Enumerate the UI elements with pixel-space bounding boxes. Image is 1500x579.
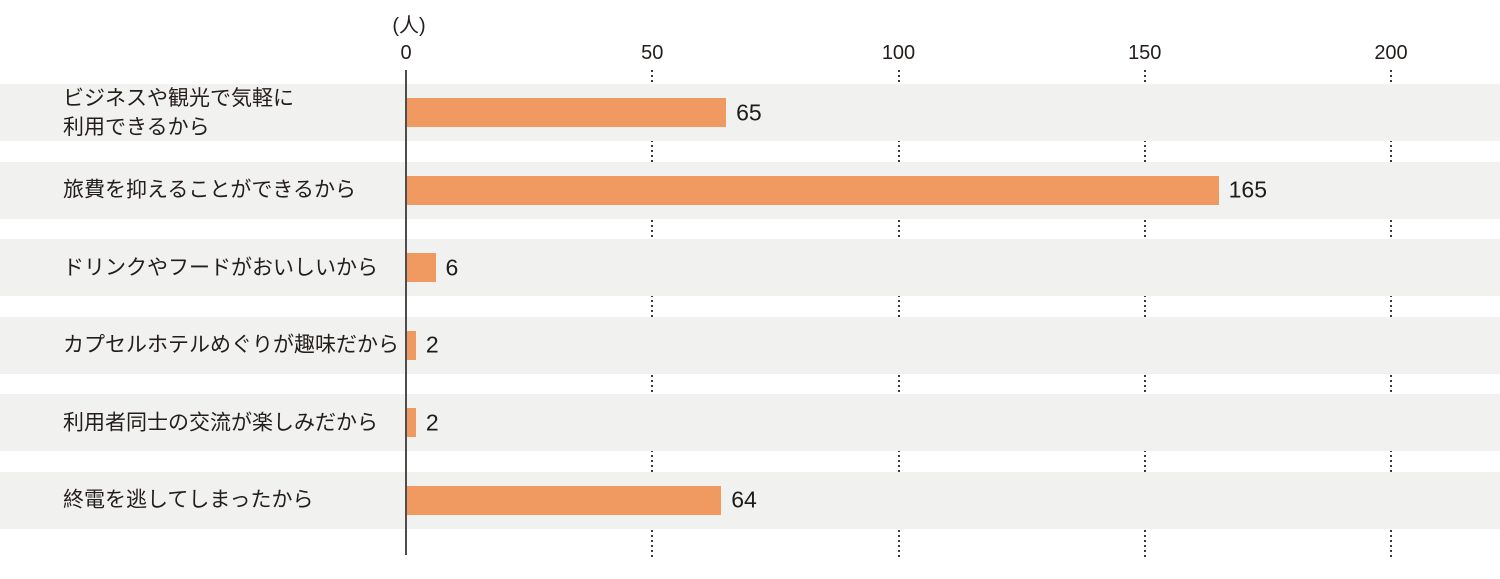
x-axis-tick-label: 0	[400, 42, 412, 64]
gridline	[1143, 70, 1146, 558]
x-axis-tick-label: 50	[641, 42, 664, 64]
bar	[406, 330, 416, 360]
gridline	[897, 70, 900, 558]
gridline	[1390, 70, 1392, 558]
chart-row: ビジネスや観光で気軽に 利用できるから 65	[0, 84, 1500, 141]
bar	[406, 98, 727, 127]
value-label: 2	[425, 331, 439, 358]
x-axis-tick-label: 200	[1374, 42, 1408, 64]
gridline	[651, 70, 654, 558]
chart-row: カプセルホテルめぐりが趣味だから 2	[0, 316, 1500, 374]
chart-row: 利用者同士の交流が楽しみだから 2	[0, 394, 1500, 451]
bar	[406, 408, 416, 437]
y-axis-line	[405, 70, 407, 555]
bar	[406, 485, 722, 515]
value-label: 2	[425, 409, 439, 435]
category-label: 利用者同士の交流が楽しみだから	[63, 411, 378, 434]
value-label: 65	[736, 99, 762, 125]
category-label: 旅費を抑えることができるから	[63, 178, 356, 202]
x-axis-tick-label: 100	[881, 42, 916, 64]
value-label: 64	[731, 486, 757, 513]
bar	[406, 253, 436, 282]
chart-row: 旅費を抑えることができるから 165	[0, 161, 1500, 219]
category-label: 終電を逃してしまったから	[63, 488, 314, 512]
chart-row: 終電を逃してしまったから 64	[0, 471, 1500, 529]
chart-row: ドリンクやフードがおいしいから 6	[0, 239, 1500, 296]
category-label: ドリンクやフードがおいしいから	[63, 256, 378, 279]
value-label: 165	[1228, 176, 1267, 203]
category-label: カプセルホテルめぐりが趣味だから	[63, 333, 399, 357]
category-label: ビジネスや観光で気軽に 利用できるから	[63, 86, 294, 139]
bar	[406, 175, 1219, 205]
x-axis-tick-label: 150	[1128, 42, 1162, 64]
value-label: 6	[445, 254, 459, 280]
axis-unit-label: (人)	[392, 15, 426, 37]
